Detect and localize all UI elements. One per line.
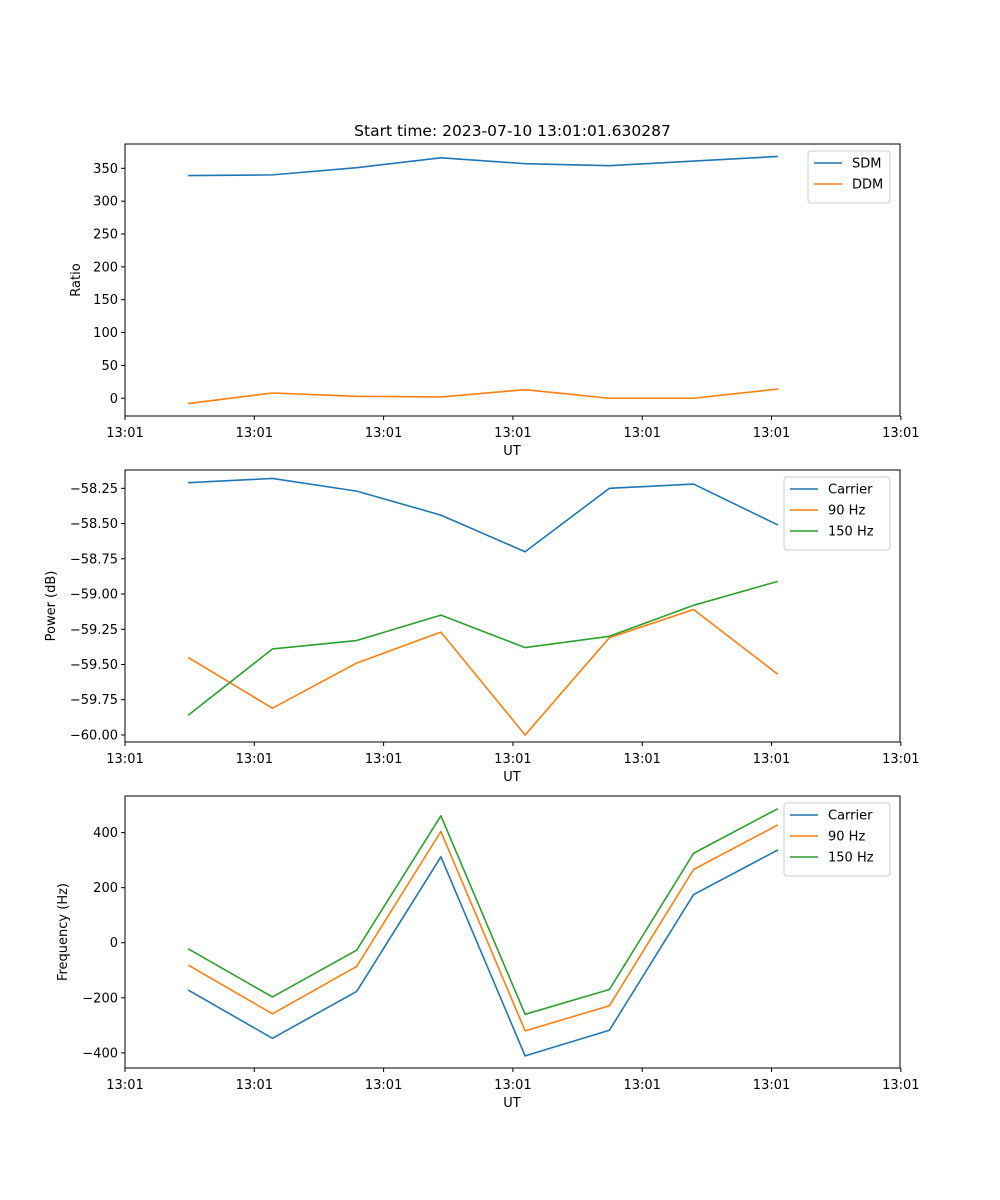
x-tick-label: 13:01 [236,752,273,767]
x-tick-label: 13:01 [882,1078,919,1093]
plot-frame [124,795,901,1069]
x-tick-label: 13:01 [623,752,660,767]
x-tick-label: 13:01 [494,752,531,767]
x-axis-label: UT [503,444,521,459]
y-tick-label: 50 [101,359,118,374]
x-tick-label: 13:01 [494,426,531,441]
legend-box [807,150,891,204]
x-tick-label: 13:01 [236,426,273,441]
y-tick-label: −400 [82,1046,118,1061]
x-tick-label: 13:01 [365,1078,402,1093]
legend-label-90-hz: 90 Hz [828,830,865,845]
plot-frame [124,469,901,743]
y-tick-label: −200 [82,991,118,1006]
x-tick-label: 13:01 [236,1078,273,1093]
series-line-carrier [188,477,779,553]
y-tick-label: −59.75 [70,693,118,708]
y-tick-label: 150 [93,293,118,308]
plot-frame [124,143,901,417]
x-tick-label: 13:01 [106,1078,143,1093]
y-tick-label: −59.00 [70,588,118,603]
x-tick-label: 13:01 [753,426,790,441]
figure-title: Start time: 2023-07-10 13:01:01.630287 [354,122,671,140]
y-tick-label: 0 [110,392,118,407]
y-axis-label: Ratio [69,263,84,296]
y-axis-label: Power (dB) [44,571,59,642]
legend-label-carrier: Carrier [828,809,873,824]
x-tick-label: 13:01 [494,1078,531,1093]
y-tick-label: −59.25 [70,623,118,638]
y-tick-label: 100 [93,326,118,341]
x-tick-label: 13:01 [365,426,402,441]
y-tick-label: 0 [110,936,118,951]
series-line-150-hz [187,807,779,1016]
legend-label-150-hz: 150 Hz [828,851,874,866]
y-tick-label: 350 [93,162,118,177]
x-tick-label: 13:01 [753,1078,790,1093]
x-axis-label: UT [503,770,521,785]
x-axis-label: UT [503,1096,521,1111]
series-line-90-hz [187,608,779,736]
y-tick-label: −59.50 [70,658,118,673]
legend-label-sdm: SDM [852,157,881,172]
legend-label-90-hz: 90 Hz [828,504,865,519]
y-tick-label: 200 [93,260,118,275]
legend-label-carrier: Carrier [828,483,873,498]
power-panel: 13:01 13:01 13:01 13:01 13:01 13:01 13:01 −60.0… [44,469,920,785]
x-tick-label: 13:01 [882,752,919,767]
y-tick-label: −58.25 [70,482,118,497]
legend-label-150-hz: 150 Hz [828,525,874,540]
x-tick-label: 13:01 [623,426,660,441]
y-tick-label: 400 [93,826,118,841]
legend-label-ddm: DDM [852,178,883,193]
y-tick-label: −58.50 [70,517,118,532]
series-line-150-hz [187,580,779,716]
frequency-panel: 13:01 13:01 13:01 13:01 13:01 13:01 13:01 −400 −… [56,795,920,1111]
series-line-carrier [187,849,779,1057]
x-tick-label: 13:01 [882,426,919,441]
y-tick-label: −58.75 [70,552,118,567]
x-tick-label: 13:01 [106,426,143,441]
x-tick-label: 13:01 [365,752,402,767]
y-tick-label: 250 [93,228,118,243]
y-axis-label: Frequency (Hz) [56,883,71,981]
x-tick-label: 13:01 [623,1078,660,1093]
x-tick-label: 13:01 [106,752,143,767]
y-tick-label: 200 [93,881,118,896]
y-tick-label: −60.00 [70,728,118,743]
series-line-90-hz [187,824,779,1032]
ratio-panel: 13:01 13:01 13:01 13:01 13:01 13:01 13:01 0 50 10… [69,143,920,459]
series-line-ddm [188,388,778,405]
y-tick-label: 300 [93,195,118,210]
x-tick-label: 13:01 [753,752,790,767]
series-line-sdm [188,155,778,177]
